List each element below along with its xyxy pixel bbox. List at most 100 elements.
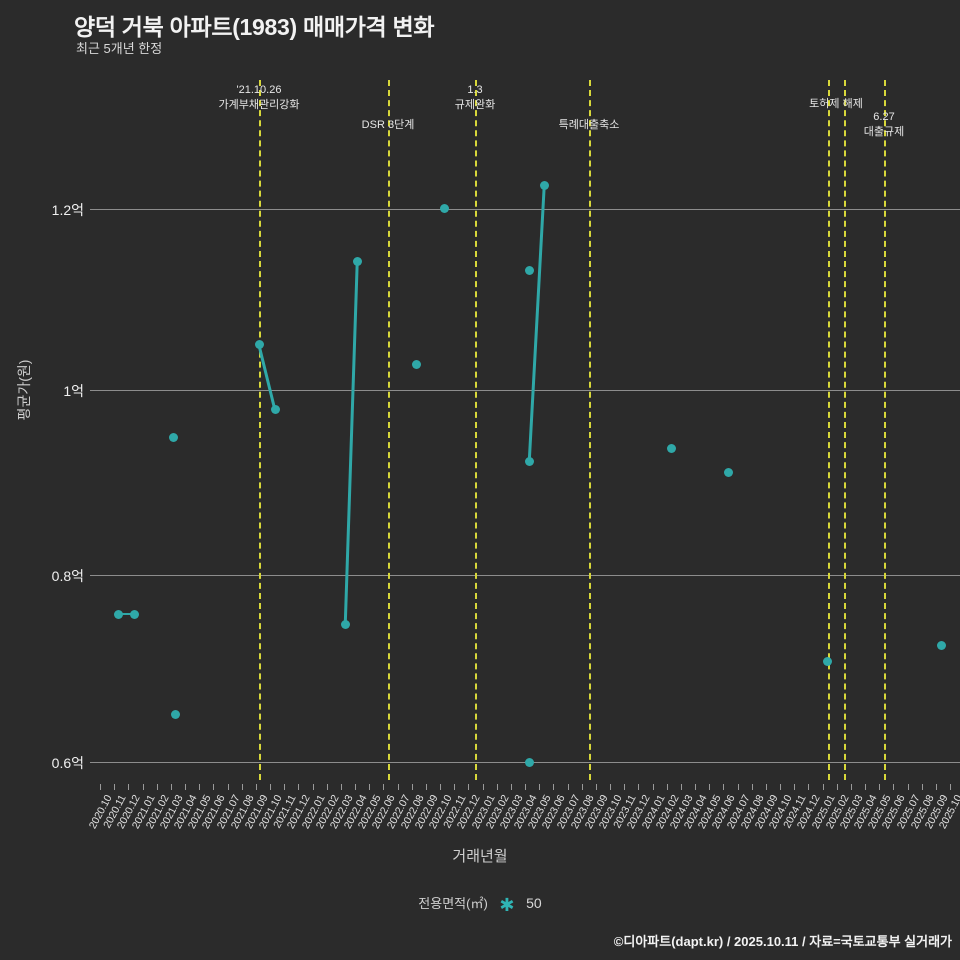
x-tick-label: 2021.10 <box>256 793 285 831</box>
x-tick-mark <box>468 784 470 790</box>
page-title: 양덕 거북 아파트(1983) 매매가격 변화 <box>74 14 435 40</box>
x-tick-mark <box>879 784 881 790</box>
x-tick-mark <box>907 784 909 790</box>
x-tick-mark <box>340 784 342 790</box>
data-point[interactable] <box>539 180 549 190</box>
x-tick-mark <box>114 784 116 790</box>
data-point[interactable] <box>666 443 676 453</box>
data-point[interactable] <box>524 456 534 466</box>
x-tick-mark <box>100 784 101 790</box>
y-tick-text: 0.8억 <box>51 568 84 584</box>
x-tick-mark <box>255 784 257 790</box>
data-point[interactable] <box>439 203 449 213</box>
data-point[interactable] <box>822 656 832 666</box>
data-point[interactable] <box>254 339 264 349</box>
x-tick-label: 2023.11 <box>611 793 639 831</box>
x-tick-label: 2021.02 <box>143 793 172 831</box>
data-point[interactable] <box>113 609 123 619</box>
x-tick-mark <box>185 784 186 790</box>
x-tick-label: 2023.07 <box>554 793 583 831</box>
x-tick-mark <box>241 784 243 790</box>
y-tick-text: 1억 <box>63 383 84 399</box>
x-tick-label: 2025.01 <box>809 793 838 831</box>
x-tick-label: 2024.08 <box>738 793 767 831</box>
page-subtitle: 최근 5개년 한정 <box>76 41 163 56</box>
x-tick-mark <box>284 784 286 790</box>
event-annotation-line: 가계부채관리강화 <box>218 98 300 111</box>
x-tick-label: 2025.05 <box>865 793 894 831</box>
data-point[interactable] <box>170 709 180 719</box>
x-tick-mark <box>270 784 271 790</box>
data-point[interactable] <box>723 467 733 477</box>
x-tick-label: 2023.06 <box>540 793 568 831</box>
x-tick-mark <box>765 784 767 790</box>
event-annotation-label: 6.27 대출규제 <box>864 110 904 140</box>
x-tick-mark <box>482 784 484 790</box>
footer-credit: ©디아파트(dapt.kr) / 2025.10.11 / 자료=국토교통부 실… <box>613 934 952 949</box>
event-annotation-line: 1.3 <box>467 84 483 96</box>
x-tick-label: 2023.12 <box>625 793 653 831</box>
x-tick-label: 2022.12 <box>455 793 483 831</box>
x-tick-mark <box>128 784 130 790</box>
gridline <box>90 209 960 210</box>
x-tick-label: 2022.03 <box>327 793 356 831</box>
x-tick-mark <box>510 784 512 790</box>
x-tick-mark <box>666 784 668 790</box>
x-tick-mark <box>440 784 441 790</box>
x-tick-label: 2023.09 <box>582 793 611 831</box>
x-tick-mark <box>850 784 852 790</box>
x-tick-label: 2021.01 <box>129 793 158 831</box>
event-annotation-label: DSR 3단계 <box>362 118 415 133</box>
event-annotation-label: '21.10.26 가계부채관리강화 <box>219 83 300 113</box>
x-tick-label: 2024.02 <box>653 793 682 831</box>
x-tick-label: 2022.09 <box>412 793 441 831</box>
event-line <box>589 80 591 780</box>
x-tick-mark <box>213 784 215 790</box>
data-point[interactable] <box>168 432 178 442</box>
data-point[interactable] <box>524 265 534 275</box>
data-point[interactable] <box>411 359 421 369</box>
x-tick-mark <box>411 784 413 790</box>
data-point[interactable] <box>524 757 534 767</box>
x-tick-mark <box>595 784 597 790</box>
x-tick-mark <box>369 784 371 790</box>
x-tick-label: 2024.01 <box>639 793 668 831</box>
y-tick-text: 1.2억 <box>51 202 84 218</box>
x-tick-mark <box>638 784 640 790</box>
x-tick-mark <box>751 784 753 790</box>
series-connector <box>343 260 359 625</box>
x-tick-label: 2023.04 <box>511 793 540 831</box>
x-tick-mark <box>808 784 810 790</box>
x-tick-mark <box>312 784 314 790</box>
x-tick-label: 2022.11 <box>441 793 469 831</box>
x-tick-label: 2025.07 <box>894 793 923 831</box>
gridline <box>90 390 960 391</box>
legend-value: 50 <box>526 895 542 911</box>
event-annotation-line: 규제완화 <box>454 98 496 111</box>
event-line <box>828 80 830 780</box>
event-annotation-line: 대출규제 <box>863 125 905 138</box>
x-tick-mark <box>227 784 229 790</box>
x-tick-label: 2022.05 <box>355 793 384 831</box>
data-point[interactable] <box>270 404 280 414</box>
data-point[interactable] <box>352 256 362 266</box>
x-tick-mark <box>142 784 144 790</box>
x-tick-label: 2024.11 <box>781 793 809 831</box>
x-tick-label: 2020.12 <box>115 793 143 831</box>
x-tick-mark <box>695 784 696 790</box>
x-axis-title: 거래년월 <box>452 848 508 865</box>
gridline <box>90 575 960 576</box>
x-tick-mark <box>794 784 796 790</box>
x-tick-label: 2024.04 <box>681 793 710 831</box>
x-tick-mark <box>652 784 654 790</box>
series-connector <box>118 612 134 616</box>
data-point[interactable] <box>936 640 946 650</box>
data-point[interactable] <box>129 609 139 619</box>
x-tick-label: 2024.09 <box>752 793 781 831</box>
x-tick-mark <box>723 784 725 790</box>
x-tick-mark <box>397 784 399 790</box>
x-tick-mark <box>355 784 356 790</box>
x-tick-label: 2024.10 <box>766 793 795 831</box>
data-point[interactable] <box>340 619 350 629</box>
